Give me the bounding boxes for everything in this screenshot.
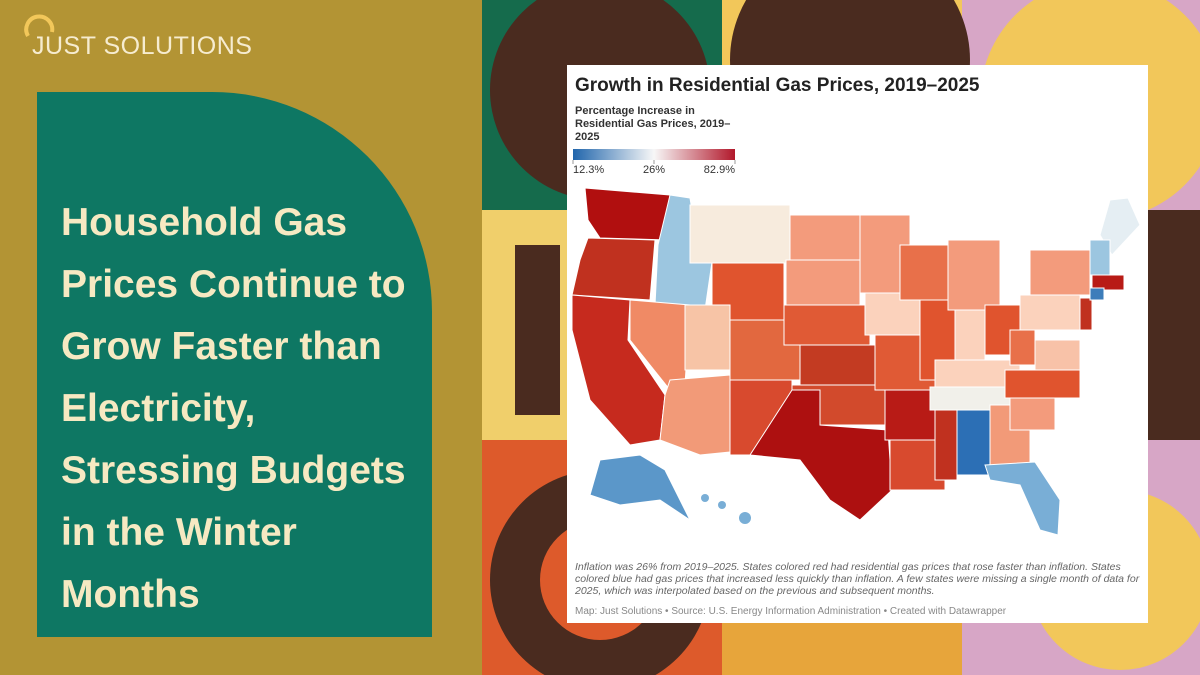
state: [1079, 297, 1093, 331]
state: [1089, 239, 1111, 276]
state: [934, 409, 958, 481]
state: [718, 501, 726, 509]
headline-panel: Household Gas Prices Continue to Grow Fa…: [37, 92, 432, 637]
state: [956, 409, 991, 476]
brand-logo: JUST SOLUTIONS: [32, 32, 252, 61]
state: [1091, 274, 1125, 291]
map-credit: Map: Just Solutions • Source: U.S. Energ…: [575, 606, 1007, 617]
state: [789, 214, 861, 261]
state: [689, 204, 791, 264]
state: [954, 309, 986, 366]
state: [947, 239, 1001, 311]
state: [785, 259, 861, 306]
state: [589, 454, 692, 522]
state: [701, 494, 709, 502]
state: [571, 237, 656, 301]
legend-tick-label: 82.9%: [704, 164, 735, 176]
state: [584, 187, 671, 241]
state: [1019, 294, 1081, 331]
legend-tick-label: 26%: [643, 164, 665, 176]
state: [984, 461, 1061, 536]
state: [659, 374, 731, 456]
brand-text: JUST SOLUTIONS: [32, 32, 253, 60]
state: [1009, 329, 1036, 366]
state: [1089, 287, 1105, 301]
states: [571, 187, 1141, 536]
legend-title: Percentage Increase in Residential Gas P…: [575, 105, 731, 143]
state: [1009, 394, 1056, 431]
state: [1029, 249, 1091, 296]
state: [1034, 339, 1081, 371]
state: [783, 304, 871, 346]
state: [799, 344, 881, 386]
state: [1004, 369, 1081, 399]
state: [684, 304, 731, 371]
map: 12.3% 26% 82.9%: [571, 149, 1141, 536]
headline: Household Gas Prices Continue to Grow Fa…: [61, 201, 406, 616]
state: [749, 389, 893, 521]
map-card: 12.3% 26% 82.9% Growth in Residential Gas …: [567, 65, 1148, 623]
state: [899, 244, 949, 301]
legend-bar: [573, 149, 735, 160]
brand-arc: [24, 14, 55, 37]
map-title: Growth in Residential Gas Prices, 2019–2…: [575, 75, 980, 96]
state: [884, 389, 936, 441]
state: [739, 512, 751, 524]
legend-tick-label: 12.3%: [573, 164, 604, 176]
map-note: Inflation was 26% from 2019–2025. States…: [575, 561, 1140, 597]
